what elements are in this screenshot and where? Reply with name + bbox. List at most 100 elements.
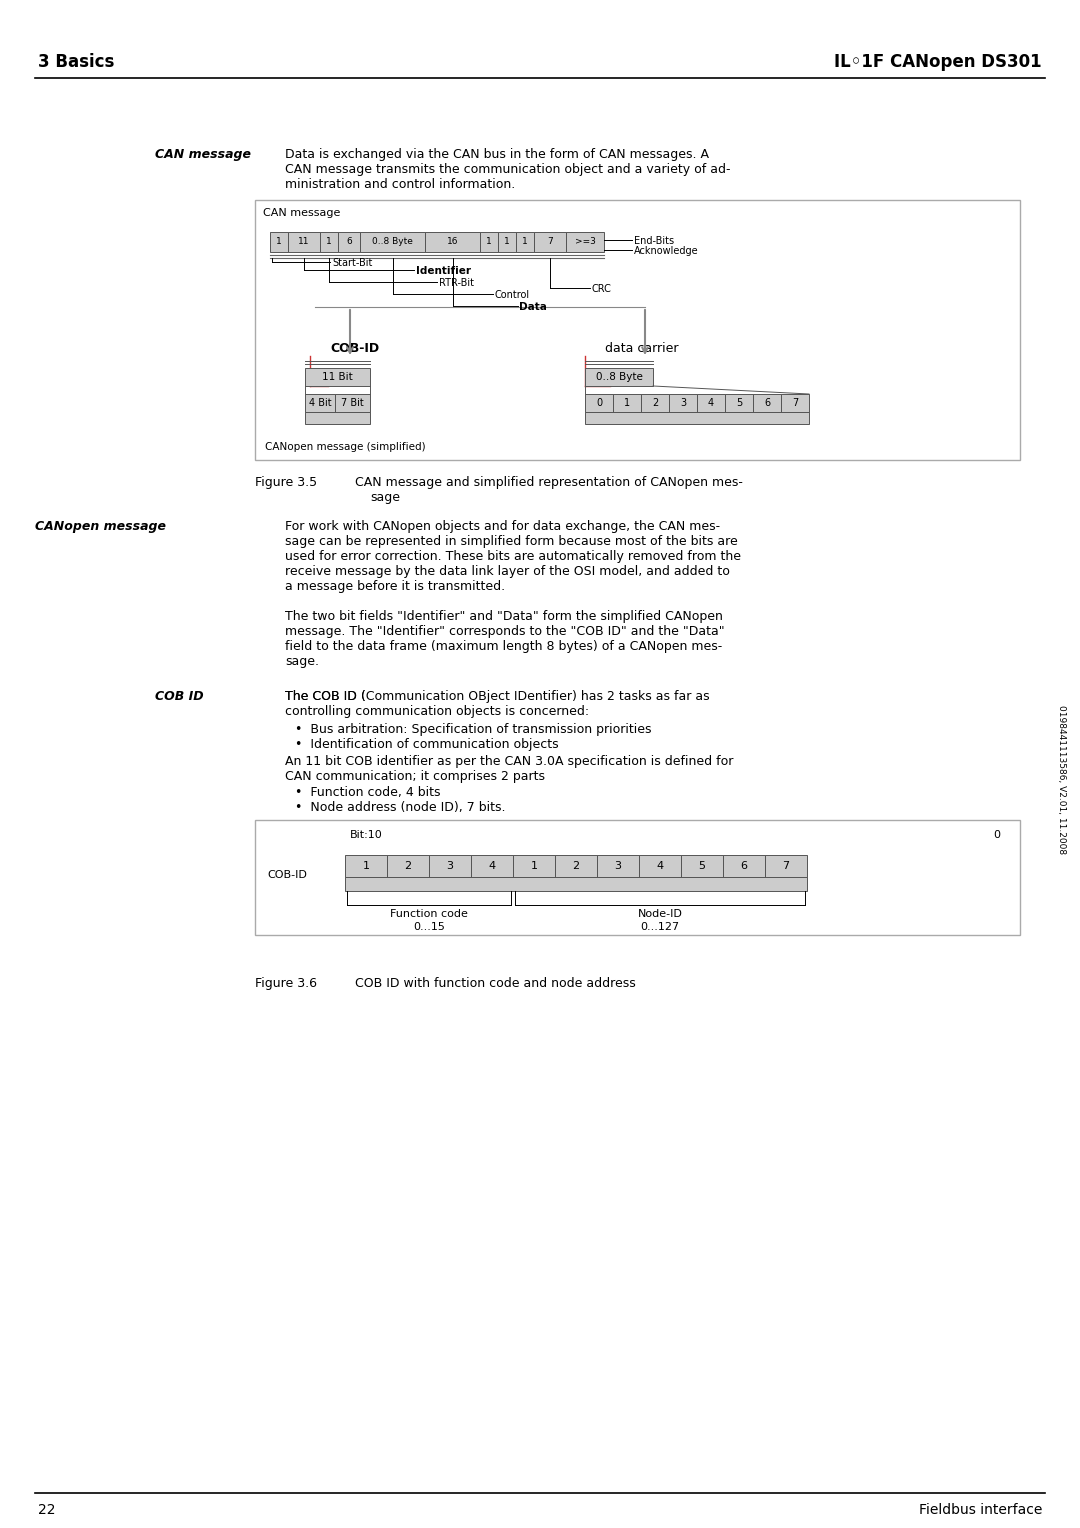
Text: 0: 0 bbox=[993, 830, 1000, 840]
Text: 5: 5 bbox=[735, 397, 742, 408]
Text: used for error correction. These bits are automatically removed from the: used for error correction. These bits ar… bbox=[285, 550, 741, 562]
Bar bbox=[669, 394, 697, 413]
Bar bbox=[753, 394, 781, 413]
Bar bbox=[480, 232, 498, 252]
Bar bbox=[387, 856, 429, 877]
Bar bbox=[429, 856, 471, 877]
Text: CANopen message: CANopen message bbox=[35, 520, 166, 533]
Text: COB-ID: COB-ID bbox=[330, 341, 379, 354]
Text: Data is exchanged via the CAN bus in the form of CAN messages. A: Data is exchanged via the CAN bus in the… bbox=[285, 148, 708, 160]
Text: 4: 4 bbox=[488, 860, 496, 871]
Text: 0: 0 bbox=[596, 397, 602, 408]
Text: 7 Bit: 7 Bit bbox=[341, 397, 364, 408]
Bar bbox=[513, 856, 555, 877]
Text: 1: 1 bbox=[504, 237, 510, 246]
Text: message. The "Identifier" corresponds to the "COB ID" and the "Data": message. The "Identifier" corresponds to… bbox=[285, 625, 725, 639]
Text: End-Bits: End-Bits bbox=[634, 235, 674, 246]
Text: 5: 5 bbox=[699, 860, 705, 871]
Bar bbox=[639, 856, 681, 877]
Bar bbox=[498, 232, 516, 252]
Bar bbox=[781, 394, 809, 413]
Text: 1: 1 bbox=[624, 397, 630, 408]
Text: 3: 3 bbox=[680, 397, 686, 408]
Bar bbox=[360, 232, 426, 252]
Bar bbox=[255, 821, 1020, 935]
Bar bbox=[681, 856, 723, 877]
Bar bbox=[335, 394, 370, 413]
Text: 6: 6 bbox=[346, 237, 352, 246]
Text: •  Identification of communication objects: • Identification of communication object… bbox=[295, 738, 558, 750]
Text: Start-Bit: Start-Bit bbox=[332, 258, 373, 267]
Text: Identifier: Identifier bbox=[416, 266, 471, 277]
Text: 7: 7 bbox=[548, 237, 553, 246]
Bar bbox=[305, 394, 335, 413]
Text: CAN message: CAN message bbox=[156, 148, 251, 160]
Bar bbox=[320, 232, 338, 252]
Bar bbox=[288, 232, 320, 252]
Text: 2: 2 bbox=[652, 397, 658, 408]
Bar bbox=[697, 394, 725, 413]
Bar bbox=[585, 368, 653, 387]
Text: Acknowledge: Acknowledge bbox=[634, 246, 699, 257]
Bar bbox=[555, 856, 597, 877]
Text: Node-ID: Node-ID bbox=[637, 909, 683, 918]
Text: The two bit fields "Identifier" and "Data" form the simplified CANopen: The two bit fields "Identifier" and "Dat… bbox=[285, 610, 723, 623]
Text: •  Function code, 4 bits: • Function code, 4 bits bbox=[295, 785, 441, 799]
Bar bbox=[338, 232, 360, 252]
Text: data carrier: data carrier bbox=[605, 341, 678, 354]
Text: CANopen message (simplified): CANopen message (simplified) bbox=[265, 442, 426, 452]
Bar bbox=[597, 856, 639, 877]
Text: For work with CANopen objects and for data exchange, the CAN mes-: For work with CANopen objects and for da… bbox=[285, 520, 720, 533]
Bar bbox=[270, 232, 288, 252]
Bar bbox=[765, 856, 807, 877]
Bar bbox=[585, 394, 613, 413]
Text: Function code: Function code bbox=[390, 909, 468, 918]
Bar bbox=[566, 232, 604, 252]
Text: 4 Bit: 4 Bit bbox=[309, 397, 332, 408]
Bar bbox=[345, 856, 387, 877]
Text: 4: 4 bbox=[707, 397, 714, 408]
Text: a message before it is transmitted.: a message before it is transmitted. bbox=[285, 581, 505, 593]
Text: •  Bus arbitration: Specification of transmission priorities: • Bus arbitration: Specification of tran… bbox=[295, 723, 651, 736]
Text: CAN message: CAN message bbox=[264, 208, 340, 219]
Text: •  Node address (node ID), 7 bits.: • Node address (node ID), 7 bits. bbox=[295, 801, 505, 814]
Text: IL◦1F CANopen DS301: IL◦1F CANopen DS301 bbox=[835, 53, 1042, 70]
Text: 0...15: 0...15 bbox=[413, 921, 445, 932]
Text: CRC: CRC bbox=[592, 284, 612, 293]
Text: CAN message transmits the communication object and a variety of ad-: CAN message transmits the communication … bbox=[285, 163, 730, 176]
Text: field to the data frame (maximum length 8 bytes) of a CANopen mes-: field to the data frame (maximum length … bbox=[285, 640, 723, 652]
Text: receive message by the data link layer of the OSI model, and added to: receive message by the data link layer o… bbox=[285, 565, 730, 578]
Text: >=3: >=3 bbox=[575, 237, 595, 246]
Text: 1: 1 bbox=[530, 860, 538, 871]
Text: sage: sage bbox=[370, 490, 400, 504]
Text: 6: 6 bbox=[741, 860, 747, 871]
Text: 11: 11 bbox=[298, 237, 310, 246]
Text: controlling communication objects is concerned:: controlling communication objects is con… bbox=[285, 704, 589, 718]
Text: sage.: sage. bbox=[285, 656, 319, 668]
Bar bbox=[642, 394, 669, 413]
Bar bbox=[345, 877, 807, 891]
Bar bbox=[516, 232, 534, 252]
Text: Bit:10: Bit:10 bbox=[350, 830, 382, 840]
Text: CAN message and simplified representation of CANopen mes-: CAN message and simplified representatio… bbox=[355, 477, 743, 489]
Text: 6: 6 bbox=[764, 397, 770, 408]
Text: 7: 7 bbox=[792, 397, 798, 408]
Bar bbox=[471, 856, 513, 877]
Text: Data: Data bbox=[519, 303, 548, 312]
Text: The COB ID (: The COB ID ( bbox=[285, 691, 366, 703]
Text: The COB ID (Communication OBject IDentifier) has 2 tasks as far as: The COB ID (Communication OBject IDentif… bbox=[285, 691, 710, 703]
Text: 11 Bit: 11 Bit bbox=[322, 371, 353, 382]
Text: 3 Basics: 3 Basics bbox=[38, 53, 114, 70]
Bar bbox=[426, 232, 480, 252]
Text: 2: 2 bbox=[572, 860, 580, 871]
Text: 2: 2 bbox=[404, 860, 411, 871]
Text: 1: 1 bbox=[276, 237, 282, 246]
Text: CAN communication; it comprises 2 parts: CAN communication; it comprises 2 parts bbox=[285, 770, 545, 782]
Text: ministration and control information.: ministration and control information. bbox=[285, 177, 515, 191]
Text: 1: 1 bbox=[522, 237, 528, 246]
Text: 0..8 Byte: 0..8 Byte bbox=[373, 237, 413, 246]
Text: COB-ID: COB-ID bbox=[267, 869, 307, 880]
Bar bbox=[305, 368, 370, 387]
Text: 16: 16 bbox=[447, 237, 458, 246]
Bar bbox=[534, 232, 566, 252]
